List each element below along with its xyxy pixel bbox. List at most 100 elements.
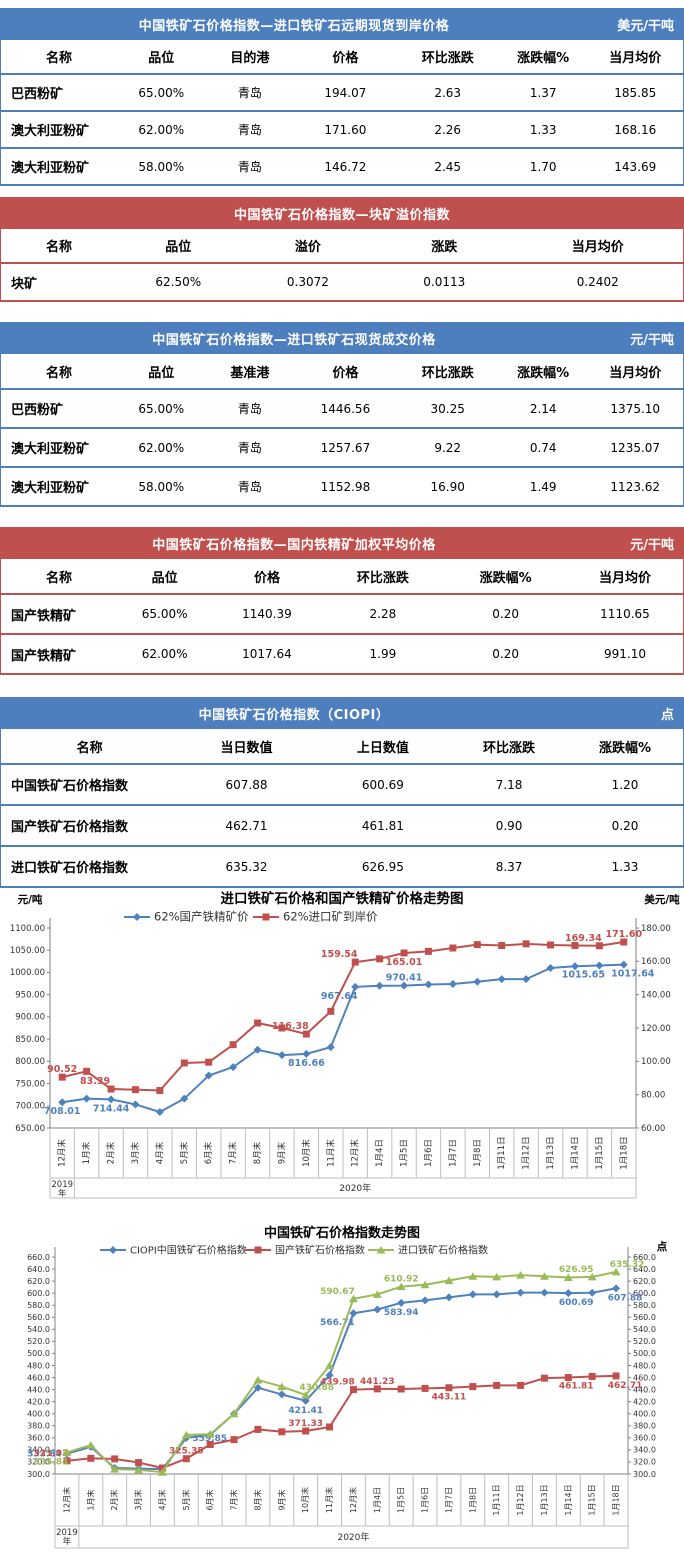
data-label: 583.94 xyxy=(384,1308,419,1318)
table-header-row: 名称 品位 价格 环比涨跌 涨跌幅% 当月均价 xyxy=(1,559,683,595)
data-point xyxy=(619,960,628,969)
cell: 185.85 xyxy=(614,85,657,100)
data-point xyxy=(563,1273,573,1281)
y-axis-label: 540.0 xyxy=(27,1325,50,1334)
cell: 1375.10 xyxy=(610,401,661,416)
chart-price-trend: 进口铁矿石价格和国产铁精矿价格走势图 元/吨 美元/吨 62%国产铁精矿价 62%进口矿… xyxy=(0,888,684,1207)
data-point xyxy=(302,1049,311,1058)
cell: 澳大利亚粉矿 xyxy=(11,442,90,457)
table-title: 中国铁矿石价格指数—进口铁矿石远期现货到岸价格 xyxy=(138,18,450,34)
table-row: 澳大利亚粉矿 62.00% 青岛 171.60 2.26 1.33 168.16 xyxy=(1,112,683,149)
y-axis-label: 1100.00 xyxy=(10,924,45,934)
data-point xyxy=(570,962,579,971)
cell: 194.07 xyxy=(324,85,367,100)
cell: 65.00% xyxy=(138,85,185,100)
cell: 143.69 xyxy=(614,159,657,174)
x-axis-label: 8月末 xyxy=(252,1141,263,1164)
data-point xyxy=(588,1288,597,1297)
y-axis-label: 660.0 xyxy=(633,1253,656,1262)
x-axis-label: 1月6日 xyxy=(424,1139,434,1167)
x-axis-label: 1月12日 xyxy=(522,1136,532,1169)
series-line xyxy=(66,1270,617,1474)
y-axis-label: 320.0 xyxy=(27,1458,50,1467)
x-axis-label: 1月15日 xyxy=(588,1484,597,1515)
table-band: 中国铁矿石价格指数—进口铁矿石现货成交价格 元/干吨 xyxy=(0,322,684,354)
column-header: 当月均价 xyxy=(609,365,662,381)
table-body: 名称 品位 溢价 涨跌 当月均价 块矿 62.50% 0.3072 0.0113 0.2402 xyxy=(0,229,684,302)
table-row: 国产铁精矿 65.00% 1140.39 2.28 0.20 1110.65 xyxy=(1,595,683,635)
cell: 青岛 xyxy=(237,160,262,174)
column-header: 名称 xyxy=(76,740,103,756)
table-unit: 元/干吨 xyxy=(630,332,674,348)
data-point xyxy=(522,940,530,948)
y-axis-label: 440.0 xyxy=(633,1385,656,1394)
data-label: 83.39 xyxy=(80,1076,110,1087)
cell: 146.72 xyxy=(324,159,367,174)
y-axis-label: 80.00 xyxy=(641,1090,665,1100)
data-point xyxy=(110,1465,120,1473)
data-point xyxy=(351,958,359,966)
data-point xyxy=(253,1375,263,1384)
table-title: 中国铁矿石价格指数—块矿溢价指数 xyxy=(233,207,450,223)
cell: 2.28 xyxy=(369,607,397,621)
legend-item: CIOPI中国铁矿石价格指数 xyxy=(100,1244,247,1257)
y-axis-label: 520.0 xyxy=(633,1337,656,1346)
data-label: 371.33 xyxy=(288,1419,323,1429)
table-row: 澳大利亚粉矿 58.00% 青岛 146.72 2.45 1.70 143.69 xyxy=(1,149,683,186)
column-header: 上日数值 xyxy=(356,740,409,756)
table-band: 中国铁矿石价格指数（CIOPI） 点 xyxy=(0,697,684,729)
data-point xyxy=(493,1381,501,1389)
cell: 62.50% xyxy=(155,275,202,289)
data-label: 359.85 xyxy=(192,1434,227,1444)
table-body: 名称 品位 价格 环比涨跌 涨跌幅% 当月均价 国产铁精矿 65.00% 1140.39 2.28… xyxy=(0,559,684,675)
cell: 0.3072 xyxy=(286,275,329,289)
cell: 青岛 xyxy=(237,402,262,416)
table-row: 巴西粉矿 65.00% 青岛 1446.56 30.25 2.14 1375.10 xyxy=(1,390,683,429)
legend-label: CIOPI中国铁矿石价格指数 xyxy=(130,1244,247,1257)
data-point xyxy=(278,1024,286,1032)
data-label: 325.35 xyxy=(169,1447,204,1457)
cell: 1.20 xyxy=(611,777,639,792)
x-axis-label: 1月14日 xyxy=(570,1136,580,1169)
cell: 0.90 xyxy=(495,818,523,833)
cell: 澳大利亚粉矿 xyxy=(11,124,90,139)
table-header-row: 名称 当日数值 上日数值 环比涨跌 涨跌幅% xyxy=(1,729,683,765)
data-point xyxy=(516,1288,525,1297)
x-axis-label: 12月末 xyxy=(350,1139,361,1167)
data-point xyxy=(277,1390,286,1399)
column-header: 当月均价 xyxy=(571,240,624,255)
data-point xyxy=(400,949,408,957)
x-axis-label: 1月末 xyxy=(85,1489,95,1510)
y-axis-label: 300.0 xyxy=(633,1470,656,1479)
data-point xyxy=(156,1087,164,1094)
y-axis-label: 480.0 xyxy=(27,1361,50,1370)
x-axis-label: 1月15日 xyxy=(595,1136,605,1169)
cell: 国产铁精矿 xyxy=(11,608,77,624)
y-axis-label: 60.00 xyxy=(641,1124,665,1134)
cell: 600.69 xyxy=(361,777,404,792)
column-header: 涨跌 xyxy=(431,240,458,255)
year-label-right: 2020年 xyxy=(339,1182,371,1194)
cell: 62.00% xyxy=(138,440,185,455)
data-label: 321.93 xyxy=(34,1449,69,1459)
data-label: 590.67 xyxy=(320,1287,355,1297)
y-axis-label: 360.0 xyxy=(633,1434,656,1443)
x-axis-label: 5月末 xyxy=(179,1141,190,1164)
cell: 0.74 xyxy=(529,440,557,455)
data-point xyxy=(326,1043,335,1052)
column-header: 基准港 xyxy=(230,365,270,381)
data-point xyxy=(517,1381,525,1389)
x-axis-label: 5月末 xyxy=(181,1489,191,1510)
x-axis-label: 1月5日 xyxy=(400,1139,410,1167)
data-point xyxy=(444,1276,454,1285)
series-line xyxy=(61,941,624,1092)
data-label: 967.64 xyxy=(321,991,358,1002)
data-point xyxy=(516,1271,526,1279)
y-axis-label: 500.0 xyxy=(27,1349,50,1358)
data-point xyxy=(277,1051,286,1060)
data-point xyxy=(229,1063,238,1072)
data-point xyxy=(229,1041,237,1049)
table-row: 巴西粉矿 65.00% 青岛 194.07 2.63 1.37 185.85 xyxy=(1,75,683,112)
data-label: 462.71 xyxy=(608,1381,643,1391)
legend-item: 62%国产铁精矿价 xyxy=(124,910,249,924)
